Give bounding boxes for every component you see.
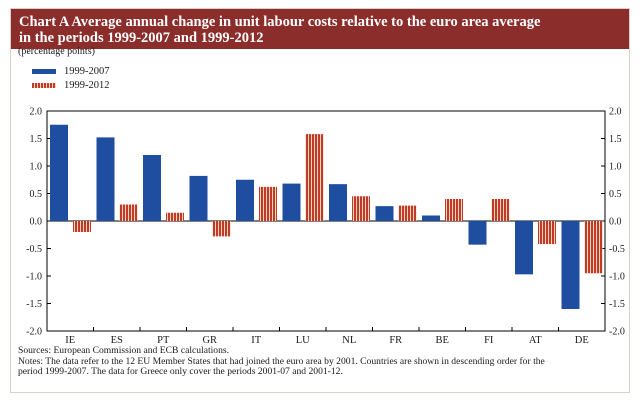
x-tick-label: IT [251, 335, 261, 346]
chart-title-bar: Chart A Average annual change in unit la… [11, 9, 629, 49]
bar-1999-2007 [468, 221, 487, 245]
bar-1999-2012 [166, 212, 184, 221]
y-tick-label-left: 0.5 [30, 189, 43, 200]
bar-1999-2007 [236, 179, 254, 221]
bar-1999-2007 [282, 183, 301, 221]
x-tick-label: NL [342, 335, 356, 346]
y-tick-label-right: -1.5 [609, 299, 625, 310]
x-tick-label: ES [111, 335, 123, 346]
bar-1999-2012 [398, 205, 417, 221]
bar-1999-2007 [375, 206, 394, 221]
notes-line-1: Notes: The data refer to the 12 EU Membe… [18, 355, 545, 367]
y-tick-label-right: 1.0 [609, 162, 622, 173]
bar-1999-2007 [96, 137, 115, 221]
legend-swatch-2 [32, 82, 56, 88]
bar-1999-2007 [189, 175, 208, 221]
x-tick-label: IE [65, 335, 75, 346]
bar-1999-2012 [259, 186, 277, 221]
bar-1999-2007 [561, 221, 580, 309]
bar-1999-2007 [515, 221, 533, 275]
x-tick-label: PT [157, 335, 170, 346]
y-tick-label-left: -1.0 [26, 272, 42, 283]
bar-1999-2012 [73, 221, 91, 232]
legend-label-2: 1999-2012 [64, 79, 110, 91]
bar-1999-2012 [491, 199, 510, 221]
y-tick-label-right: 2.0 [609, 107, 622, 118]
bar-1999-2007 [50, 124, 68, 221]
x-tick-label: FI [484, 335, 494, 346]
legend-item-1: 1999-2007 [32, 64, 110, 78]
notes: Sources: European Commission and ECB cal… [18, 345, 623, 378]
y-tick-label-right: -2.0 [609, 327, 625, 338]
bar-1999-2012 [584, 221, 603, 274]
bar-1999-2012 [305, 134, 324, 221]
legend: 1999-2007 1999-2012 [32, 64, 110, 92]
x-tick-label: DE [575, 335, 589, 346]
x-tick-label: LU [296, 335, 310, 346]
y-tick-label-left: 2.0 [30, 107, 43, 118]
y-tick-label-left: 1.0 [30, 162, 43, 173]
y-tick-label-left: -1.5 [26, 299, 42, 310]
y-tick-label-left: -2.0 [26, 327, 42, 338]
bar-1999-2012 [538, 221, 556, 245]
x-tick-label: GR [202, 335, 217, 346]
x-tick-label: BE [436, 335, 449, 346]
legend-item-2: 1999-2012 [32, 78, 110, 92]
legend-label-1: 1999-2007 [64, 65, 110, 77]
x-tick-label: FR [389, 335, 402, 346]
bar-1999-2007 [329, 184, 347, 221]
chart-title-line-1: Chart A Average annual change in unit la… [19, 14, 541, 30]
y-tick-label-right: -1.0 [609, 272, 625, 283]
y-tick-label-left: 0.0 [30, 217, 43, 228]
y-tick-label-right: 0.0 [609, 217, 622, 228]
x-tick-label: AT [529, 335, 542, 346]
bar-1999-2012 [212, 221, 231, 237]
chart-title-line-2: in the periods 1999-2007 and 1999-2012 [19, 30, 264, 46]
bar-1999-2007 [422, 215, 440, 221]
unit-label: (percentage points) [18, 46, 95, 57]
bar-1999-2012 [119, 204, 138, 221]
bar-1999-2007 [143, 155, 161, 221]
notes-line-2: period 1999-2007. The data for Greece on… [18, 366, 343, 377]
notes-sources: Sources: European Commission and ECB cal… [18, 345, 230, 356]
y-tick-label-left: 1.5 [30, 134, 43, 145]
y-tick-label-right: 1.5 [609, 134, 622, 145]
y-tick-label-right: 0.5 [609, 189, 622, 200]
legend-swatch-1 [32, 68, 56, 74]
y-tick-label-left: -0.5 [26, 244, 42, 255]
bar-1999-2012 [445, 199, 463, 221]
y-tick-label-right: -0.5 [609, 244, 625, 255]
bar-1999-2012 [352, 196, 370, 221]
